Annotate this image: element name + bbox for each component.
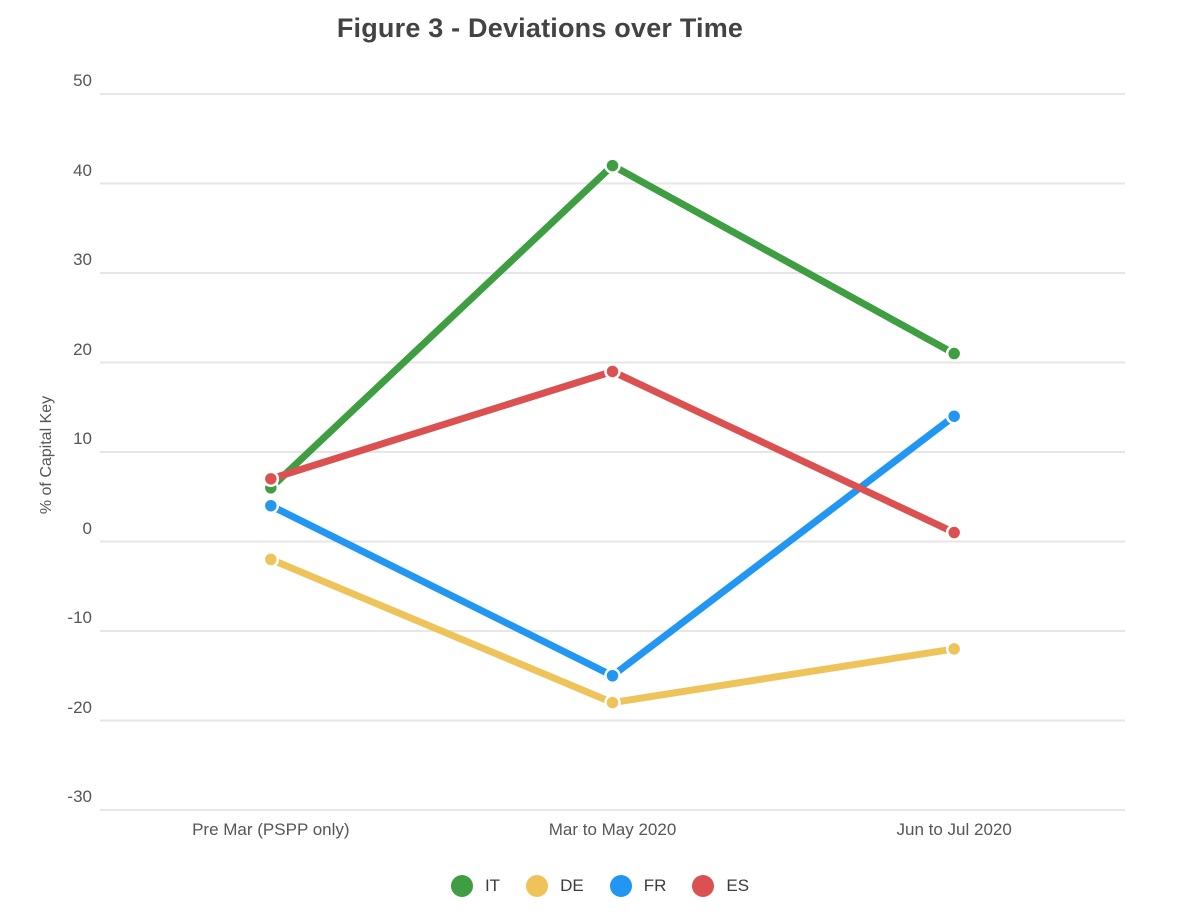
x-tick-label: Jun to Jul 2020 (896, 820, 1012, 839)
data-point-es-1[interactable] (604, 363, 621, 380)
legend-label: ES (726, 876, 750, 895)
legend-marker-icon (526, 875, 549, 897)
y-tick-label: 20 (73, 339, 92, 359)
data-point-fr-1[interactable] (604, 667, 621, 684)
y-tick-label: -10 (67, 608, 92, 627)
data-point-es-0[interactable] (262, 470, 280, 488)
y-tick-label: 0 (82, 518, 92, 538)
legend-label: FR (643, 876, 667, 895)
y-tick-label: 50 (73, 71, 92, 90)
y-tick-label: -30 (67, 787, 92, 806)
series-line-it (268, 162, 956, 491)
data-point-fr-2[interactable] (945, 407, 963, 425)
legend-label: IT (484, 876, 501, 895)
legend-item-de[interactable]: DE (526, 875, 584, 897)
series-line-fr (269, 413, 957, 680)
data-point-de-1[interactable] (604, 694, 621, 711)
y-tick-label: 40 (73, 160, 92, 180)
legend-marker-icon (609, 875, 632, 897)
data-point-fr-0[interactable] (262, 497, 280, 514)
x-tick-label: Mar to May 2020 (548, 820, 677, 839)
legend-item-it[interactable]: IT (450, 875, 501, 897)
legend-marker-icon (450, 875, 473, 897)
y-tick-label: 30 (73, 250, 92, 269)
y-tick-label: -20 (67, 697, 92, 717)
data-point-de-2[interactable] (945, 640, 963, 658)
data-point-it-2[interactable] (945, 345, 963, 362)
data-point-it-1[interactable] (604, 157, 621, 174)
y-tick-label: 10 (73, 429, 92, 448)
legend: IT DE FR ES (0, 875, 1200, 897)
legend-item-es[interactable]: ES (692, 875, 749, 897)
legend-marker-icon (692, 875, 715, 897)
chart-title: Figure 3 - Deviations over Time (336, 13, 744, 43)
legend-item-fr[interactable]: FR (609, 875, 667, 897)
data-point-de-0[interactable] (262, 551, 280, 568)
x-tick-label: Pre Mar (PSPP only) (192, 820, 350, 839)
legend-label: DE (560, 876, 584, 895)
data-point-es-2[interactable] (945, 524, 963, 541)
